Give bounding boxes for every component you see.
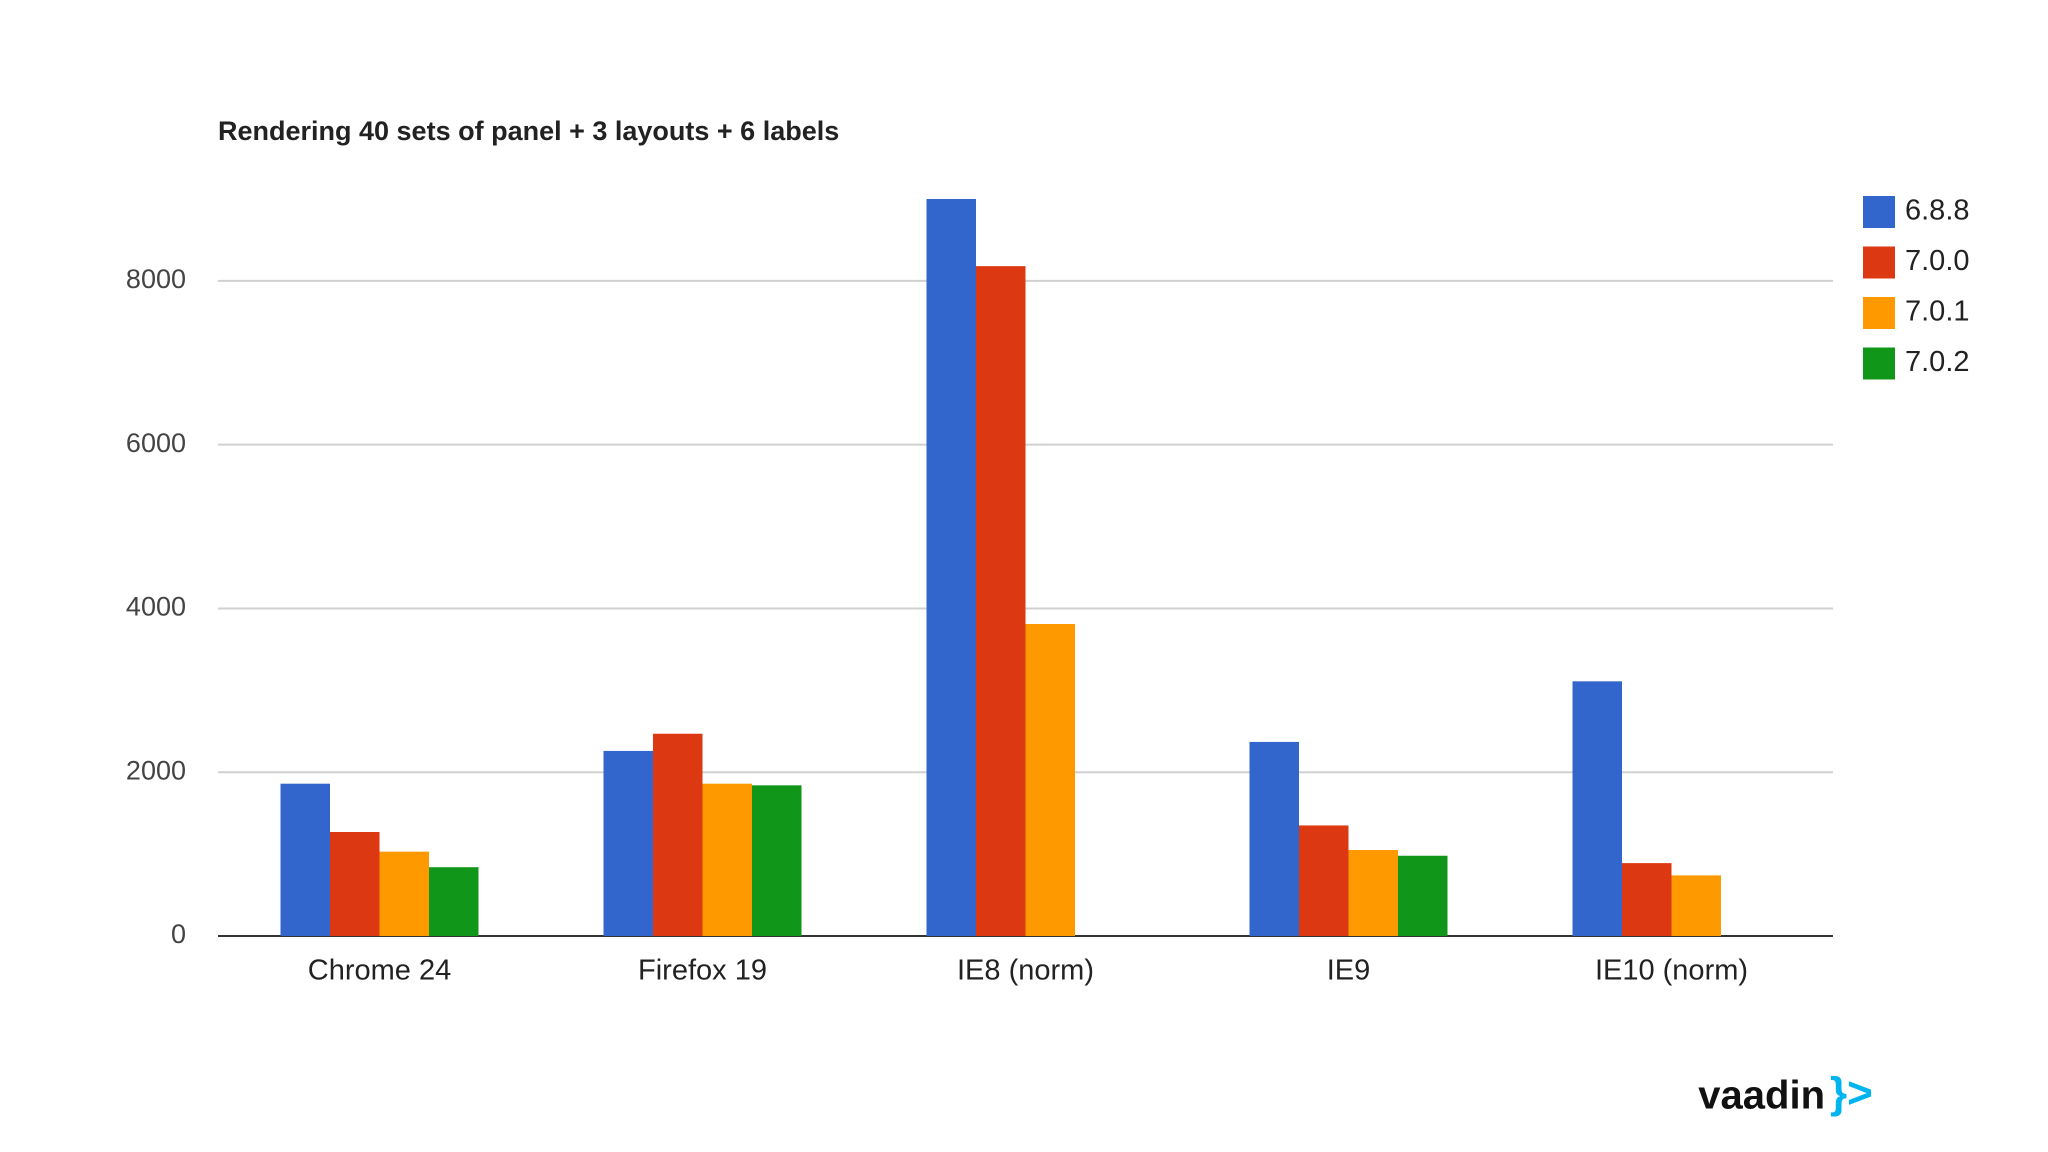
legend-swatch: [1863, 196, 1895, 228]
legend-swatch: [1863, 297, 1895, 329]
bar: [752, 785, 802, 936]
bar: [1299, 825, 1349, 936]
x-tick-label: IE8 (norm): [957, 955, 1094, 987]
y-tick-label: 6000: [126, 428, 186, 458]
legend-label: 7.0.1: [1905, 296, 1970, 328]
y-tick-label: 0: [171, 919, 186, 949]
legend-label: 7.0.2: [1905, 346, 1970, 378]
bar: [280, 783, 330, 936]
legend-swatch: [1863, 347, 1895, 380]
x-tick-label: IE10 (norm): [1595, 955, 1748, 987]
bar: [1348, 850, 1398, 936]
bar: [702, 783, 752, 936]
bar: [1671, 875, 1721, 936]
logo-text: vaadin: [1698, 1074, 1825, 1118]
bar: [653, 733, 703, 936]
bar: [1572, 681, 1622, 936]
x-tick-label: IE9: [1327, 955, 1371, 987]
legend-label: 7.0.0: [1905, 245, 1970, 277]
y-tick-label: 2000: [126, 755, 186, 785]
legend-label: 6.8.8: [1905, 195, 1970, 227]
bar: [379, 851, 429, 936]
bar: [603, 750, 653, 936]
bar: [330, 832, 380, 936]
bar: [976, 266, 1026, 936]
bar: [1025, 624, 1075, 936]
bar: [1398, 855, 1448, 936]
bar: [429, 867, 479, 936]
y-tick-label: 4000: [126, 592, 186, 622]
chart-title: Rendering 40 sets of panel + 3 layouts +…: [218, 116, 839, 146]
legend-swatch: [1863, 246, 1895, 279]
x-tick-label: Firefox 19: [638, 955, 767, 987]
bar: [926, 199, 976, 936]
bar: [1249, 741, 1299, 936]
y-tick-label: 8000: [126, 264, 186, 294]
x-tick-label: Chrome 24: [308, 955, 451, 987]
logo-mark: }>: [1830, 1069, 1873, 1118]
bar: [1622, 863, 1672, 936]
